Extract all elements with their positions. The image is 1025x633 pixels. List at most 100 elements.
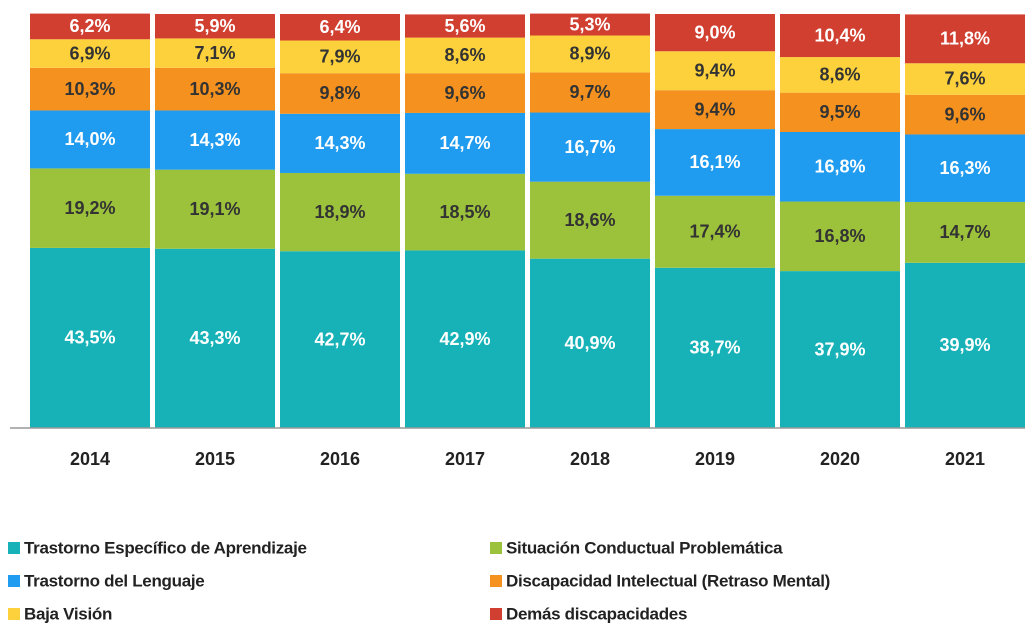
data-label: 9,7% <box>569 82 610 102</box>
bar-segment <box>780 92 900 132</box>
bar-segment <box>905 262 1025 428</box>
data-label: 39,9% <box>939 335 990 355</box>
data-label: 9,6% <box>444 83 485 103</box>
data-label: 6,9% <box>69 43 110 63</box>
bar-segment <box>530 181 650 259</box>
bar-segment <box>530 258 650 428</box>
data-label: 43,5% <box>64 328 115 348</box>
bar-segment <box>30 110 150 169</box>
data-label: 17,4% <box>689 222 740 242</box>
data-label: 9,8% <box>319 83 360 103</box>
data-label: 19,1% <box>189 199 240 219</box>
bar-segment <box>280 14 400 41</box>
bar-segment <box>280 172 400 252</box>
x-tick-label: 2021 <box>945 449 985 469</box>
bar-segment <box>655 267 775 428</box>
bar-segment <box>655 129 775 196</box>
data-label: 7,6% <box>944 69 985 89</box>
legend-swatch <box>8 542 20 554</box>
data-label: 37,9% <box>814 339 865 359</box>
data-label: 11,8% <box>940 29 990 49</box>
data-label: 9,5% <box>819 102 860 122</box>
data-label: 16,1% <box>689 152 740 172</box>
data-label: 42,9% <box>439 329 490 349</box>
x-tick-label: 2020 <box>820 449 860 469</box>
data-label: 5,3% <box>569 14 610 34</box>
bar-segment <box>530 13 650 36</box>
data-label: 7,9% <box>319 47 360 67</box>
data-label: 10,4% <box>814 25 865 45</box>
data-label: 14,0% <box>64 129 115 149</box>
bar-segment <box>280 251 400 428</box>
data-label: 38,7% <box>689 338 740 358</box>
bar-segment <box>155 14 275 39</box>
legend-swatch <box>490 608 502 620</box>
data-label: 18,9% <box>314 202 365 222</box>
bar-segment <box>155 110 275 170</box>
data-label: 42,7% <box>314 329 365 349</box>
x-tick-label: 2018 <box>570 449 610 469</box>
data-label: 6,4% <box>319 17 360 37</box>
data-label: 14,7% <box>439 133 490 153</box>
data-label: 5,9% <box>194 16 235 36</box>
bar-segment <box>780 201 900 272</box>
bar-segment <box>655 51 775 91</box>
x-tick-label: 2014 <box>70 449 110 469</box>
data-label: 5,6% <box>444 16 485 36</box>
data-label: 8,6% <box>444 45 485 65</box>
bar-segment <box>905 94 1025 135</box>
data-label: 40,9% <box>564 333 615 353</box>
bar-segment <box>405 37 525 74</box>
bar-segment <box>30 168 150 248</box>
bar-segment <box>280 73 400 114</box>
bar-segment <box>30 13 150 40</box>
bar-segment <box>530 112 650 182</box>
bar-segment <box>780 131 900 202</box>
data-label: 43,3% <box>189 328 240 348</box>
data-label: 9,4% <box>694 60 735 80</box>
x-tick-label: 2019 <box>695 449 735 469</box>
data-label: 14,3% <box>189 130 240 150</box>
bar-segment <box>530 35 650 73</box>
data-label: 7,1% <box>194 43 235 63</box>
bar-segment <box>405 14 525 38</box>
legend-swatch <box>490 542 502 554</box>
legend-label: Situación Conductual Problemática <box>506 538 783 557</box>
legend-label: Trastorno del Lenguaje <box>24 571 204 590</box>
data-label: 16,8% <box>814 157 865 177</box>
data-label: 8,6% <box>819 65 860 85</box>
data-label: 6,2% <box>69 16 110 36</box>
legend-label: Baja Visión <box>24 604 112 623</box>
data-label: 10,3% <box>189 79 240 99</box>
bar-segment <box>905 14 1025 64</box>
bar-segment <box>905 134 1025 202</box>
x-tick-label: 2016 <box>320 449 360 469</box>
bar-segment <box>780 14 900 58</box>
bar-segment <box>655 90 775 130</box>
bar-segment <box>780 271 900 428</box>
legend-swatch <box>490 575 502 587</box>
data-label: 16,7% <box>564 137 615 157</box>
bar-segment <box>155 67 275 111</box>
legend-label: Discapacidad Intelectual (Retraso Mental… <box>506 571 830 590</box>
data-label: 9,0% <box>694 22 735 42</box>
data-label: 10,3% <box>64 79 115 99</box>
legend-label: Trastorno Específico de Aprendizaje <box>24 538 307 557</box>
bar-segment <box>530 72 650 113</box>
data-label: 16,8% <box>814 226 865 246</box>
bar-segment <box>655 14 775 52</box>
bar-segment <box>155 169 275 249</box>
bar-segment <box>655 195 775 268</box>
bar-segment <box>405 173 525 251</box>
data-label: 8,9% <box>569 44 610 64</box>
bar-segment <box>155 38 275 68</box>
data-label: 19,2% <box>64 198 115 218</box>
bar-segment <box>905 201 1025 263</box>
bar-segment <box>30 39 150 68</box>
data-label: 18,6% <box>564 210 615 230</box>
x-tick-label: 2015 <box>195 449 235 469</box>
bar-segment <box>905 63 1025 95</box>
data-label: 14,3% <box>314 133 365 153</box>
data-label: 14,7% <box>939 222 990 242</box>
legend-label: Demás discapacidades <box>506 604 687 623</box>
